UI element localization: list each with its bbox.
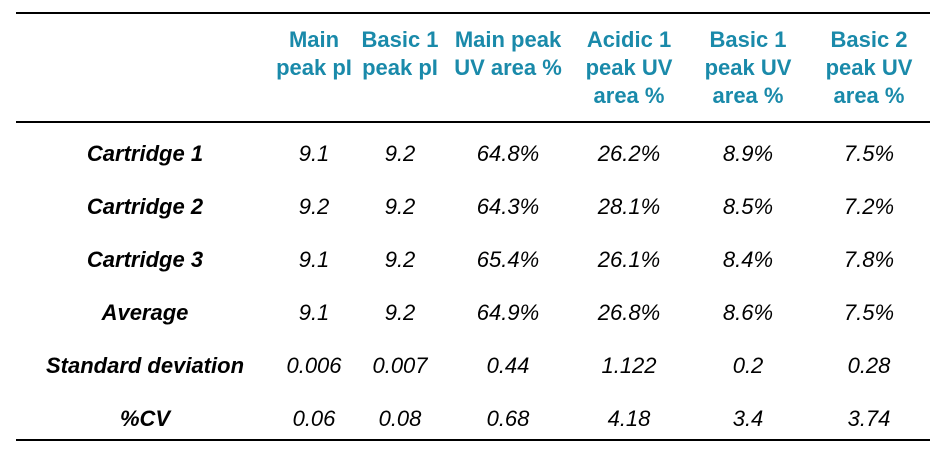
table-cell: 3.74 (847, 405, 891, 431)
table-cell: 9.1 (298, 246, 330, 272)
table-cell: 26.8% (597, 299, 661, 325)
table-cell: 7.5% (843, 140, 895, 166)
table-cell: 4.18 (607, 405, 651, 431)
header-basic2-peak-uv-area: Basic 2 peak UV area % (825, 27, 913, 108)
row-label: Standard deviation (45, 352, 245, 378)
table-cell: 0.44 (486, 352, 530, 378)
table-cell: 8.5% (722, 193, 774, 219)
table-cell: 0.28 (847, 352, 891, 378)
table-cell: 9.2 (384, 140, 416, 166)
table-cell: 7.8% (843, 246, 895, 272)
table-body: Cartridge 1 9.1 9.2 64.8% 26.2% 8.9% 7.5… (16, 121, 930, 445)
table-cell: 9.1 (298, 140, 330, 166)
table-cell: 65.4% (476, 246, 540, 272)
table-cell: 9.1 (298, 299, 330, 325)
table-cell: 9.2 (384, 246, 416, 272)
table-row: Standard deviation 0.006 0.007 0.44 1.12… (16, 339, 930, 392)
table-cell: 26.1% (597, 246, 661, 272)
table-cell: 64.9% (476, 299, 540, 325)
table-row: Cartridge 3 9.1 9.2 65.4% 26.1% 8.4% 7.8… (16, 233, 930, 286)
table-cell: 0.007 (372, 352, 428, 378)
table-row: Average 9.1 9.2 64.9% 26.8% 8.6% 7.5% (16, 286, 930, 339)
table-bottom-rule (16, 439, 930, 441)
table-top-rule (16, 12, 930, 14)
table-header: Main peak pI Basic 1 peak pI Main peak U… (16, 14, 930, 121)
table-cell: 8.4% (722, 246, 774, 272)
row-label: %CV (119, 405, 171, 431)
row-label: Cartridge 3 (86, 246, 204, 272)
header-basic1-peak-uv-area: Basic 1 peak UV area % (704, 27, 792, 108)
table-row: Cartridge 1 9.1 9.2 64.8% 26.2% 8.9% 7.5… (16, 121, 930, 180)
table-row: %CV 0.06 0.08 0.68 4.18 3.4 3.74 (16, 392, 930, 445)
table-cell: 7.2% (843, 193, 895, 219)
table-cell: 26.2% (597, 140, 661, 166)
table-cell: 9.2 (298, 193, 330, 219)
table-cell: 0.006 (286, 352, 342, 378)
header-main-peak-pi: Main peak pI (276, 27, 352, 80)
header-acidic1-peak-uv-area: Acidic 1 peak UV area % (585, 27, 673, 108)
header-corner (16, 14, 274, 121)
header-row: Main peak pI Basic 1 peak pI Main peak U… (16, 14, 930, 121)
row-label: Cartridge 1 (86, 140, 204, 166)
table-cell: 8.9% (722, 140, 774, 166)
table-cell: 0.2 (732, 352, 764, 378)
row-label: Cartridge 2 (86, 193, 204, 219)
table-cell: 64.3% (476, 193, 540, 219)
table-cell: 3.4 (732, 405, 764, 431)
header-divider-rule (16, 121, 930, 123)
table-cell: 8.6% (722, 299, 774, 325)
row-label: Average (101, 299, 189, 325)
header-basic1-peak-pi: Basic 1 peak pI (361, 27, 439, 80)
results-table: Main peak pI Basic 1 peak pI Main peak U… (16, 14, 930, 445)
table-cell: 9.2 (384, 193, 416, 219)
table-cell: 0.06 (292, 405, 336, 431)
table-cell: 7.5% (843, 299, 895, 325)
table-cell: 1.122 (601, 352, 657, 378)
table-cell: 28.1% (597, 193, 661, 219)
table-cell: 9.2 (384, 299, 416, 325)
table-cell: 64.8% (476, 140, 540, 166)
header-main-peak-uv-area: Main peak UV area % (454, 27, 562, 80)
table-row: Cartridge 2 9.2 9.2 64.3% 28.1% 8.5% 7.2… (16, 180, 930, 233)
table-cell: 0.68 (486, 405, 530, 431)
table-cell: 0.08 (378, 405, 422, 431)
